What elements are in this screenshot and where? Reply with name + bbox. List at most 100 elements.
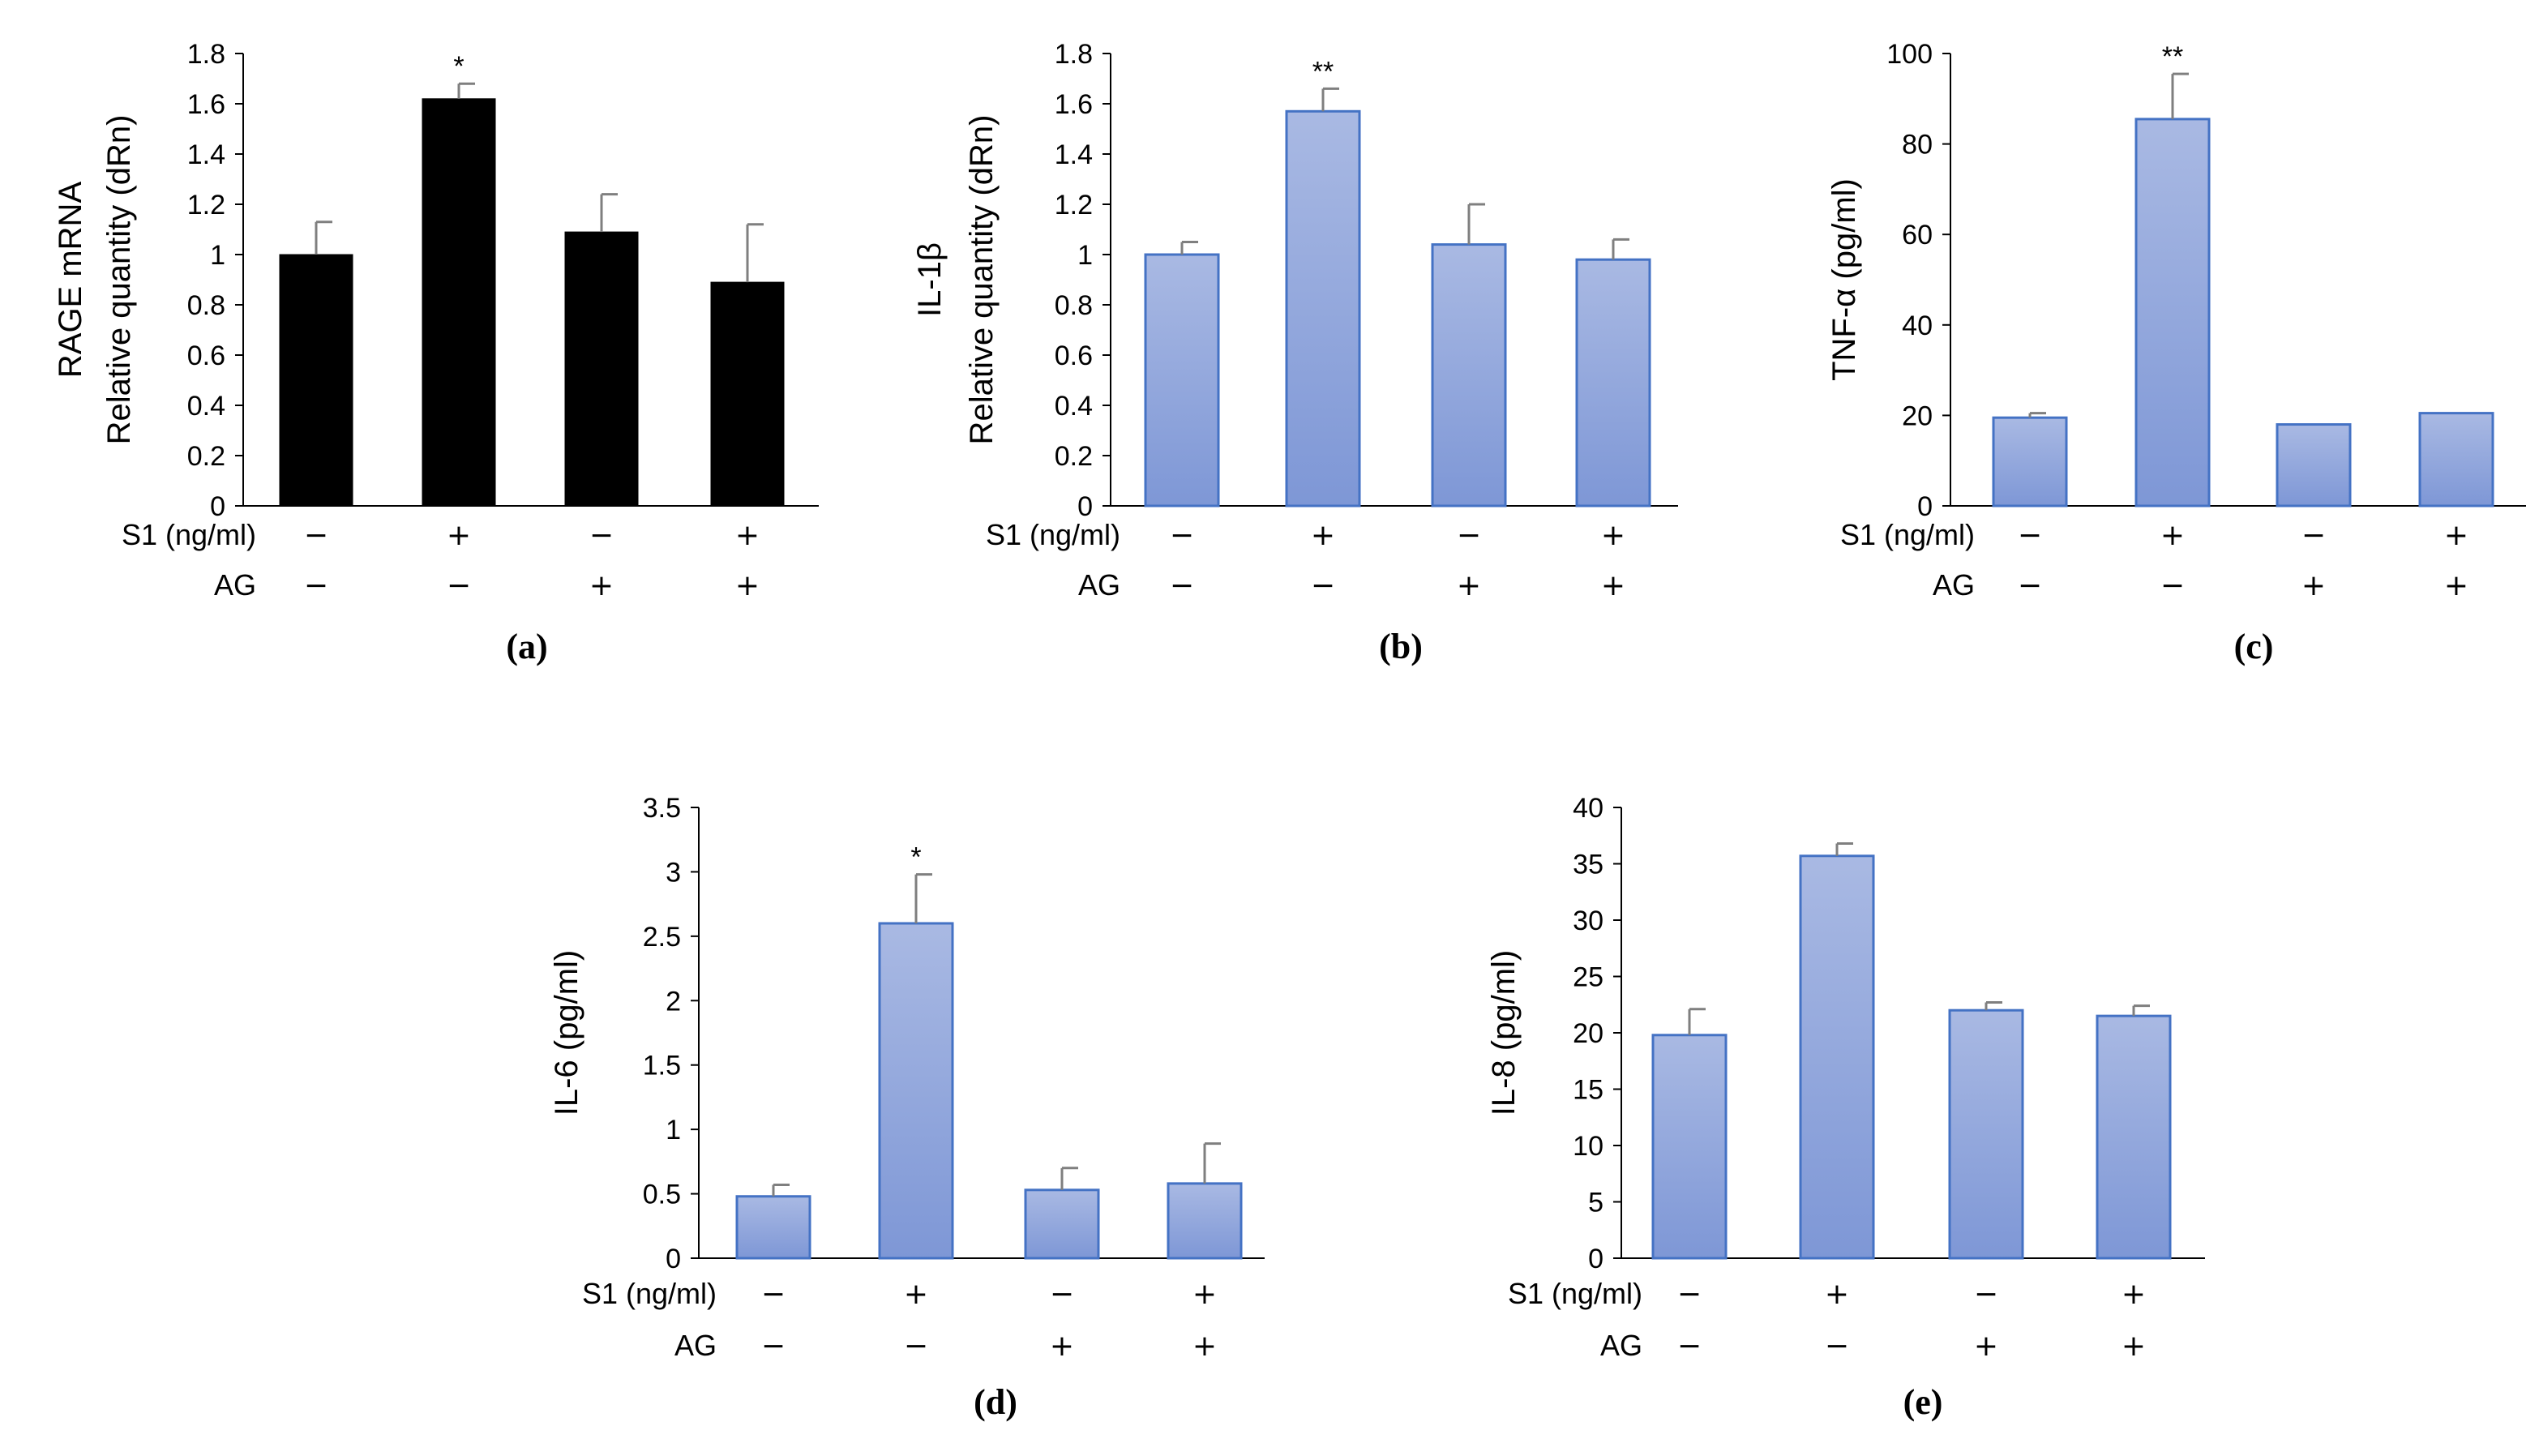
y-tick-label: 60 <box>1902 220 1933 251</box>
y-tick-label: 1 <box>1077 240 1093 271</box>
condition-sign: + <box>1601 519 1625 552</box>
condition-sign: + <box>1192 1330 1217 1363</box>
panel-label: (c) <box>2234 627 2274 666</box>
significance-marker: * <box>910 842 921 873</box>
condition-sign: − <box>1311 569 1335 602</box>
significance-marker: * <box>453 51 464 82</box>
y-tick-label: 1 <box>666 1115 681 1146</box>
y-tick-label: 40 <box>1902 310 1933 341</box>
y-tick-label: 0.4 <box>187 391 225 422</box>
y-tick-label: 0.2 <box>1055 441 1093 472</box>
y-axis-label: IL-1β <box>912 242 948 317</box>
chart-panel-4: 0 0.5 1 1.5 2 2.5 3 3.5 IL-6 (pg/ml) * S1 (ng/ml) −… <box>549 793 1265 1422</box>
y-tick-label: 0.4 <box>1055 391 1093 422</box>
condition-label: AG <box>674 1329 717 1362</box>
bar <box>1167 1182 1243 1260</box>
bar <box>1651 1034 1728 1260</box>
condition-sign: − <box>2018 569 2042 602</box>
condition-sign: − <box>589 519 614 552</box>
chart-panel-5: 0 5 10 15 20 25 30 35 40 IL-8 (pg/ml) S1 (ng/ml) − +… <box>1486 793 2205 1422</box>
condition-sign: − <box>1677 1278 1702 1311</box>
condition-sign: − <box>1825 1330 1849 1363</box>
y-tick-label: 1.8 <box>187 39 225 70</box>
bar <box>1285 109 1361 507</box>
bar <box>1799 854 1875 1260</box>
y-tick-label: 0 <box>1077 491 1093 522</box>
y-tick-label: 1 <box>210 240 225 271</box>
panel-label: (d) <box>974 1382 1017 1422</box>
y-tick-label: 3 <box>666 857 681 888</box>
y-tick-label: 0.6 <box>187 340 225 371</box>
condition-sign: + <box>2301 569 2326 602</box>
y-tick-label: 0 <box>210 491 225 522</box>
y-tick-label: 0.6 <box>1055 340 1093 371</box>
y-tick-label: 10 <box>1573 1131 1603 1162</box>
bar <box>279 254 353 507</box>
condition-sign: + <box>2160 519 2185 552</box>
condition-sign: − <box>1974 1278 1998 1311</box>
y-tick-label: 1.8 <box>1055 39 1093 70</box>
condition-sign: − <box>2301 519 2326 552</box>
condition-sign: + <box>1825 1278 1849 1311</box>
y-tick-label: 0.8 <box>1055 290 1093 321</box>
y-tick-label: 2 <box>666 986 681 1017</box>
panel-label: (a) <box>506 627 547 666</box>
condition-label: AG <box>214 568 256 602</box>
significance-marker: ** <box>2162 41 2183 72</box>
bar <box>1144 253 1220 507</box>
bar <box>422 98 496 507</box>
condition-sign: + <box>589 569 614 602</box>
condition-label: AG <box>1078 568 1120 602</box>
chart-panel-2: 0 0.2 0.4 0.6 0.8 1 1.2 1.4 1.6 1.8 IL-1β Relative … <box>912 39 1678 666</box>
condition-sign: − <box>1677 1330 1702 1363</box>
bar <box>1024 1188 1100 1260</box>
bar <box>1948 1008 2024 1260</box>
condition-sign: + <box>2122 1330 2146 1363</box>
y-axis-label: Relative quantity (dRn) <box>101 115 137 445</box>
bar <box>1431 243 1507 507</box>
condition-sign: − <box>761 1330 786 1363</box>
y-axis-label: IL-8 (pg/ml) <box>1486 950 1522 1116</box>
bar <box>2418 412 2494 507</box>
condition-sign: − <box>1050 1278 1074 1311</box>
bar <box>878 922 954 1260</box>
condition-sign: + <box>1050 1330 1074 1363</box>
y-tick-label: 2.5 <box>643 922 681 953</box>
condition-sign: − <box>904 1330 928 1363</box>
condition-sign: + <box>1974 1330 1998 1363</box>
condition-label: AG <box>1933 568 1975 602</box>
y-axis-label: TNF-α (pg/ml) <box>1826 178 1862 381</box>
y-tick-label: 100 <box>1886 39 1933 70</box>
bar <box>2134 118 2211 507</box>
y-tick-label: 25 <box>1573 962 1603 993</box>
condition-label: S1 (ng/ml) <box>986 518 1120 551</box>
condition-sign: + <box>2444 569 2468 602</box>
condition-sign: + <box>1192 1278 1217 1311</box>
y-tick-label: 30 <box>1573 906 1603 936</box>
y-tick-label: 20 <box>1573 1018 1603 1049</box>
y-tick-label: 20 <box>1902 400 1933 431</box>
condition-sign: − <box>304 569 328 602</box>
y-tick-label: 80 <box>1902 130 1933 161</box>
bar <box>2276 423 2352 507</box>
condition-sign: + <box>1457 569 1481 602</box>
chart-panel-3: 0 20 40 60 80 100 TNF-α (pg/ml) ** S1 (ng/ml) − + −… <box>1826 39 2526 666</box>
y-tick-label: 1.2 <box>1055 190 1093 221</box>
y-tick-label: 1.4 <box>1055 139 1093 170</box>
condition-sign: − <box>1457 519 1481 552</box>
significance-marker: ** <box>1312 56 1334 87</box>
bar <box>735 1195 811 1260</box>
y-tick-label: 0.2 <box>187 441 225 472</box>
bar <box>1992 416 2068 507</box>
condition-sign: + <box>1311 519 1335 552</box>
chart-panel-1: 0 0.2 0.4 0.6 0.8 1 1.2 1.4 1.6 1.8 RAGE mRNA Relat… <box>53 39 819 666</box>
panel-label: (b) <box>1379 627 1423 666</box>
bar <box>1575 258 1651 507</box>
condition-label: S1 (ng/ml) <box>1840 518 1975 551</box>
condition-label: S1 (ng/ml) <box>122 518 256 551</box>
condition-sign: + <box>735 519 760 552</box>
y-tick-label: 1.2 <box>187 190 225 221</box>
y-tick-label: 0.8 <box>187 290 225 321</box>
y-tick-label: 15 <box>1573 1075 1603 1106</box>
